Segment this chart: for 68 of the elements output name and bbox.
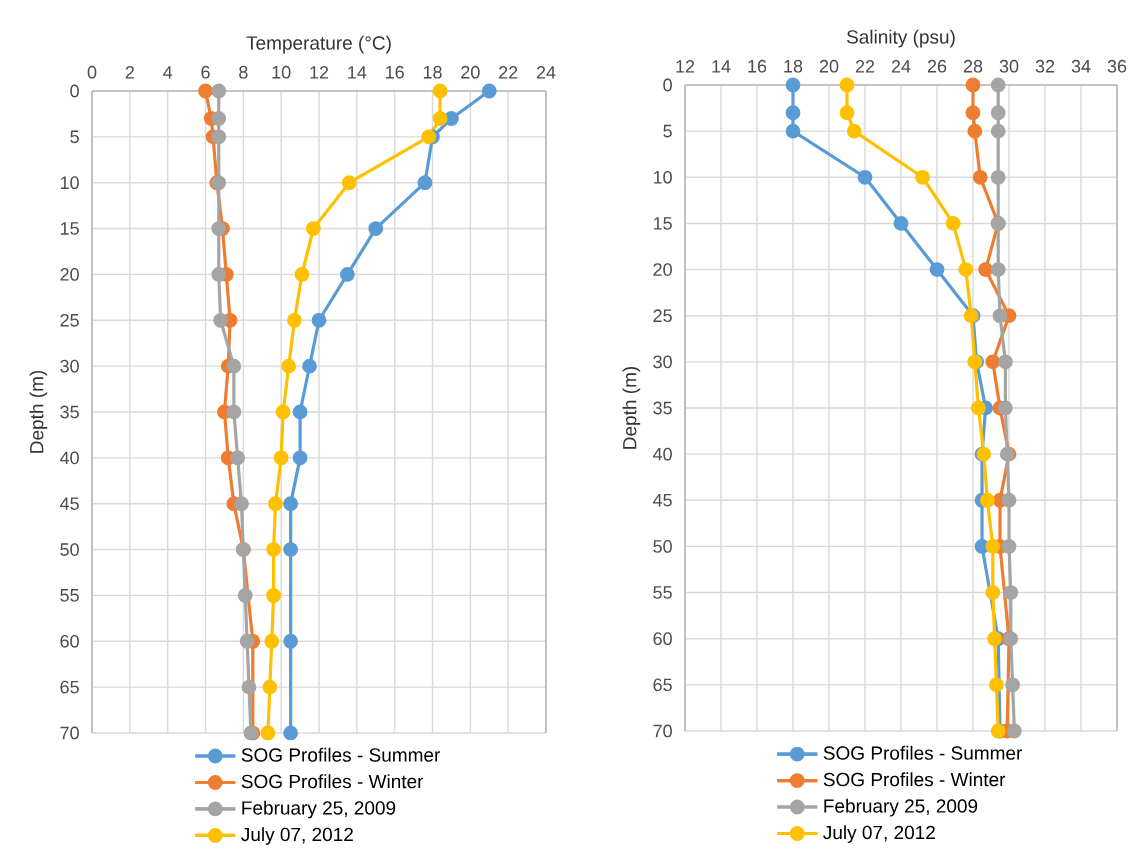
x-axis-title: Temperature (°C) (246, 35, 391, 54)
y-tick-label: 20 (60, 268, 79, 281)
x-tick-label: 4 (163, 66, 173, 79)
x-tick-label: 24 (891, 60, 911, 73)
legend-label: SOG Profiles - Summer (241, 747, 441, 762)
legend-label: July 07, 2012 (823, 825, 935, 843)
x-tick-label: 30 (999, 59, 1019, 73)
y-axis-title: Depth (m) (29, 370, 48, 453)
x-tick-label: 2 (125, 66, 134, 79)
legend-label: February 25, 2009 (824, 798, 978, 817)
y-tick-label: 45 (60, 497, 79, 510)
y-tick-label: 40 (60, 451, 79, 465)
legend-label: SOG Profiles - Winter (823, 772, 1006, 787)
y-tick-label: 65 (653, 678, 672, 692)
x-tick-label: 0 (87, 65, 97, 79)
y-tick-label: 45 (653, 493, 672, 507)
y-tick-label: 35 (653, 401, 672, 415)
y-tick-label: 15 (60, 222, 79, 235)
x-tick-label: 20 (461, 65, 480, 79)
x-tick-label: 20 (819, 59, 839, 73)
x-axis-title: Salinity (psu) (846, 29, 955, 48)
y-tick-label: 25 (653, 309, 672, 323)
y-tick-label: 55 (60, 589, 79, 602)
legend-label: July 07, 2012 (241, 827, 353, 845)
x-tick-label: 36 (1107, 59, 1127, 73)
x-tick-label: 18 (784, 59, 803, 73)
y-tick-label: 55 (653, 586, 672, 599)
y-tick-label: 5 (70, 130, 79, 144)
y-tick-label: 10 (60, 176, 79, 190)
x-tick-label: 6 (201, 65, 210, 79)
y-tick-label: 15 (653, 217, 672, 230)
y-tick-label: 0 (663, 78, 672, 92)
x-tick-label: 32 (1035, 59, 1055, 73)
x-tick-label: 12 (676, 60, 695, 73)
x-tick-label: 8 (239, 65, 248, 79)
x-tick-label: 22 (855, 60, 875, 73)
y-tick-label: 5 (663, 124, 672, 138)
legend-label: February 25, 2009 (242, 800, 396, 819)
x-tick-label: 18 (423, 65, 442, 79)
y-tick-label: 30 (60, 359, 79, 373)
y-tick-label: 60 (653, 632, 672, 646)
legend-label: SOG Profiles - Winter (241, 774, 424, 789)
x-tick-label: 14 (712, 60, 731, 73)
y-tick-label: 30 (653, 355, 672, 369)
y-tick-label: 50 (60, 543, 79, 556)
y-tick-label: 60 (60, 634, 79, 648)
x-tick-label: 26 (927, 59, 947, 73)
y-tick-label: 70 (653, 724, 672, 738)
y-tick-label: 0 (70, 84, 79, 98)
y-tick-label: 70 (60, 726, 79, 740)
x-tick-label: 28 (963, 59, 983, 73)
y-tick-label: 35 (60, 405, 79, 419)
y-tick-label: 20 (653, 263, 672, 276)
x-tick-label: 22 (499, 66, 518, 79)
y-axis-title: Depth (m) (622, 366, 641, 449)
x-tick-label: 34 (1071, 59, 1091, 73)
y-tick-label: 25 (60, 313, 79, 327)
y-tick-label: 65 (60, 680, 79, 694)
x-tick-label: 24 (536, 66, 556, 79)
x-tick-label: 10 (272, 65, 291, 79)
legend-label: SOG Profiles - Summer (823, 745, 1023, 760)
x-tick-label: 16 (386, 65, 404, 79)
x-tick-label: 16 (748, 59, 767, 73)
y-tick-label: 40 (653, 447, 672, 461)
x-tick-label: 12 (310, 66, 329, 79)
x-tick-label: 14 (348, 66, 367, 79)
y-tick-label: 50 (653, 540, 672, 553)
y-tick-label: 10 (653, 170, 672, 184)
